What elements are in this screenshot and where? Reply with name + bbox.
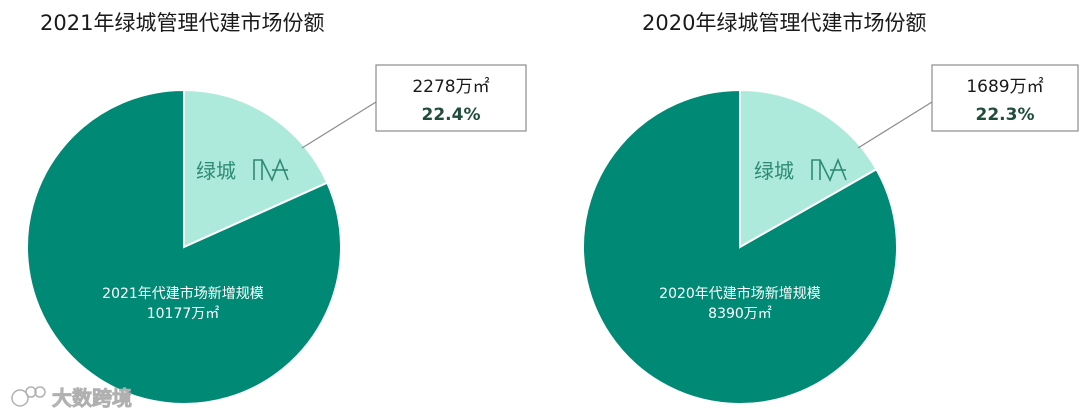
slice-value-2020: 8390万㎡ — [708, 306, 772, 322]
pie-2021 — [26, 88, 342, 405]
chart-2020: 2020年绿城管理代建市场份额 1689万㎡ 22.3% 绿城 2020年代建市… — [582, 11, 1079, 405]
pie-slice-greentown-2020 — [739, 88, 878, 249]
brand-logo-2020: 绿城 — [754, 157, 847, 183]
pie-slice-market-2020 — [582, 88, 898, 405]
callout-share-2020: 22.3% — [976, 105, 1035, 125]
slice-label-2020: 2020年代建市场新增规模 — [659, 285, 821, 302]
callout-leader-2021 — [301, 101, 377, 149]
callout-leader-2020 — [857, 101, 933, 149]
pie-slice-market-2021 — [26, 88, 342, 405]
logo-text-2021: 绿城 — [196, 159, 236, 183]
chart-2021-title: 2021年绿城管理代建市场份额 — [40, 11, 324, 35]
logo-text-2020: 绿城 — [754, 159, 794, 183]
callout-value-2021: 2278万㎡ — [412, 77, 489, 97]
slice-label-2021: 2021年代建市场新增规模 — [102, 285, 264, 302]
callout-value-2020: 1689万㎡ — [966, 77, 1043, 97]
watermark: 大数跨境 — [11, 386, 132, 410]
logo-mark-icon — [253, 157, 289, 182]
pie-2020 — [582, 88, 898, 405]
slice-value-2021: 10177万㎡ — [147, 306, 220, 322]
watermark-text: 大数跨境 — [52, 386, 132, 410]
brand-logo-2021: 绿城 — [196, 157, 289, 183]
callout-box-2021 — [375, 64, 527, 132]
logo-badge-icon — [11, 386, 46, 407]
pie-slice-greentown-2021 — [183, 88, 329, 249]
logo-mark-icon — [811, 157, 847, 182]
callout-share-2021: 22.4% — [422, 105, 481, 125]
chart-2020-title: 2020年绿城管理代建市场份额 — [642, 11, 926, 35]
callout-box-2020 — [931, 64, 1079, 132]
chart-2021: 2021年绿城管理代建市场份额 2278万㎡ 22.4% 绿城 2021年代建市… — [26, 11, 527, 405]
